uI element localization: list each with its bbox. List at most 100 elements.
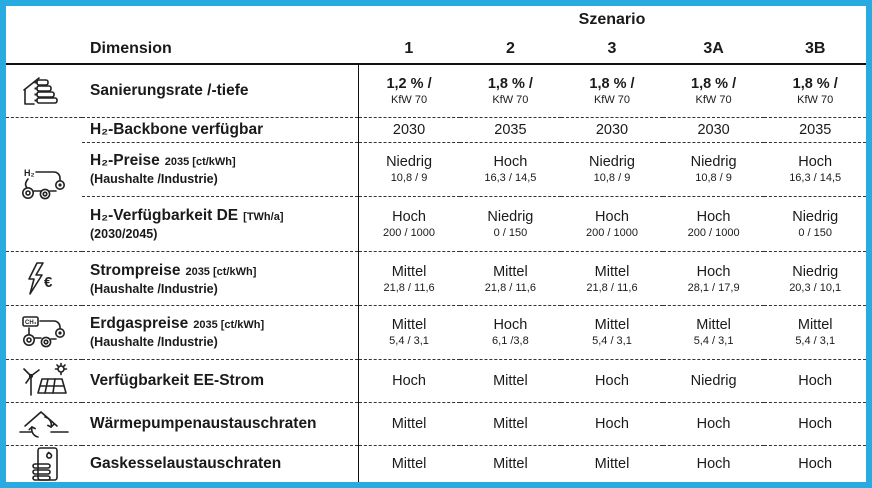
gas-boiler-icon: [32, 447, 58, 481]
scenario-table: Szenario Dimension 1 2 3 3A 3B: [6, 6, 866, 482]
value-cell: Hoch 200 / 1000: [687, 209, 740, 240]
szenario-header: Szenario: [578, 11, 646, 28]
table-header-row-szenario: Szenario: [6, 6, 866, 34]
row-sublabel: (2030/2045): [90, 227, 158, 242]
row-label-cell: Gaskesselaustauschraten: [82, 445, 358, 482]
h2-pipeline-icon: H₂: [22, 168, 65, 200]
icon-cell: [6, 445, 82, 482]
value-cell: Hoch: [798, 455, 833, 472]
value-cell: Niedrig 10,8 / 9: [690, 154, 737, 185]
h2-icon-label: H₂: [24, 168, 35, 178]
table-row-erdgaspreise: CH₄ Erdgaspreise 2035 [ct/kWh] (Haushalte…: [6, 305, 866, 360]
wind-solar-icon: [23, 362, 68, 396]
value-cell: Hoch 16,3 / 14,5: [789, 154, 842, 185]
row-label: Wärmepumpenaustauschraten: [90, 414, 317, 432]
row-label: Strompreise: [90, 261, 181, 279]
row-label: H₂-Preise: [90, 152, 160, 170]
row-label: Gaskesselaustauschraten: [90, 454, 282, 472]
row-label-cell: H₂-Backbone verfügbar: [82, 117, 358, 142]
row-sublabel: (Haushalte /Industrie): [90, 281, 218, 296]
value-cell: Hoch: [798, 372, 833, 389]
scenario-column-3b: 3B: [804, 39, 826, 57]
icon-cell: H₂: [6, 117, 82, 251]
value-cell: Niedrig 20,3 / 10,1: [789, 263, 842, 294]
house-energy-label-icon: [23, 77, 58, 105]
value-cell: Hoch: [357, 359, 460, 403]
value-cell: Hoch 200 / 1000: [585, 209, 638, 240]
icon-cell: [6, 359, 82, 402]
dimension-header: Dimension: [90, 39, 172, 57]
value-cell: Mittel: [594, 455, 630, 472]
icon-cell: €: [6, 252, 82, 306]
value-cell: 1,8 % / KfW 70: [589, 75, 635, 106]
value-cell: Hoch: [595, 415, 629, 432]
value-cell: 1,8 % / KfW 70: [691, 75, 737, 106]
value-cell: Hoch: [696, 455, 731, 472]
row-label-unit: 2035 [ct/kWh]: [193, 319, 265, 332]
value-cell: Niedrig 0 / 150: [792, 209, 839, 240]
value-cell: Mittel 5,4 / 3,1: [693, 317, 734, 348]
row-label-unit: [TWh/a]: [243, 211, 284, 224]
value-cell: Hoch: [595, 372, 629, 389]
value-cell: Hoch: [696, 415, 731, 432]
value-cell: Mittel 21,8 / 11,6: [357, 251, 460, 306]
header-spacer: [82, 6, 358, 34]
value-cell: 2035: [799, 121, 832, 138]
row-sublabel: (Haushalte /Industrie): [90, 172, 218, 187]
value-cell: Mittel 5,4 / 3,1: [592, 317, 632, 348]
row-label-cell: H₂-Verfügbarkeit DE [TWh/a] (2030/2045): [82, 196, 358, 251]
scenario-column-2: 2: [505, 39, 515, 57]
icon-cell: [6, 402, 82, 445]
header-spacer: [6, 6, 82, 34]
value-cell: Niedrig: [690, 372, 737, 389]
value-cell: 2030: [697, 121, 730, 138]
value-cell: Niedrig 0 / 150: [487, 209, 534, 240]
row-label-cell: Erdgaspreise 2035 [ct/kWh] (Haushalte /In…: [82, 306, 358, 359]
value-cell: Mittel: [493, 372, 528, 389]
table-row-gaskessel: Gaskesselaustauschraten Mittel Mittel Mi…: [6, 445, 866, 482]
value-cell: 2030: [357, 117, 460, 143]
row-label-cell: Verfügbarkeit EE-Strom: [82, 359, 358, 402]
value-cell: Hoch 16,3 / 14,5: [484, 154, 537, 185]
lightning-euro-icon: €: [28, 261, 53, 295]
row-label-unit: 2035 [ct/kWh]: [164, 156, 236, 169]
row-label-unit: 2035 [ct/kWh]: [185, 265, 257, 278]
euro-symbol: €: [44, 274, 53, 291]
value-cell: 2035: [494, 121, 527, 138]
value-cell: 2030: [595, 121, 629, 138]
value-cell: Mittel: [357, 445, 460, 482]
value-cell: Mittel: [493, 455, 528, 472]
row-label: Verfügbarkeit EE-Strom: [90, 371, 264, 389]
house-replace-arrows-icon: [19, 410, 69, 438]
gas-pipeline-icon: CH₄: [22, 316, 65, 348]
scenario-column-1: 1: [404, 39, 414, 57]
table-row-strompreise: € Strompreise 2035 [ct/kWh] (Haushalte /I…: [6, 251, 866, 306]
icon-cell: CH₄: [6, 306, 82, 359]
row-label-cell: Strompreise 2035 [ct/kWh] (Haushalte /Ind…: [82, 252, 358, 306]
value-cell: Mittel 5,4 / 3,1: [795, 317, 836, 348]
scenario-column-3a: 3A: [703, 39, 724, 57]
value-cell: Hoch 200 / 1000: [357, 196, 460, 252]
scenario-column-3: 3: [607, 39, 617, 57]
table-row-h2-verfuegbarkeit: H₂-Verfügbarkeit DE [TWh/a] (2030/2045) H…: [6, 196, 866, 252]
row-label: Erdgaspreise: [90, 315, 189, 333]
value-cell: 1,2 % / KfW 70: [357, 64, 460, 118]
row-label-cell: H₂-Preise 2035 [ct/kWh] (Haushalte /Indus…: [82, 142, 358, 196]
row-label: H₂-Backbone verfügbar: [90, 120, 264, 138]
table-row-sanierungsrate: Sanierungsrate /-tiefe 1,2 % / KfW 70 1,8…: [6, 64, 866, 118]
value-cell: Mittel: [357, 402, 460, 446]
row-sublabel: (Haushalte /Industrie): [90, 335, 218, 350]
value-cell: 1,8 % / KfW 70: [792, 75, 838, 106]
value-cell: Hoch 6,1 /3,8: [492, 317, 529, 348]
value-cell: Mittel: [493, 415, 528, 432]
table-row-waermepumpen: Wärmepumpenaustauschraten Mittel Mittel …: [6, 402, 866, 446]
table-header-row-columns: Dimension 1 2 3 3A 3B: [6, 34, 866, 64]
ch4-icon-label: CH₄: [25, 320, 37, 326]
table-row-h2-backbone: H₂ H₂-Backbone verfügbar 2030 2035 2030 …: [6, 117, 866, 200]
value-cell: Mittel 21,8 / 11,6: [484, 263, 536, 294]
icon-cell: [6, 64, 82, 117]
row-label-cell: Wärmepumpenaustauschraten: [82, 402, 358, 445]
table-row-h2-preise: H₂-Preise 2035 [ct/kWh] (Haushalte /Indus…: [6, 142, 866, 197]
value-cell: Niedrig 10,8 / 9: [589, 154, 635, 185]
